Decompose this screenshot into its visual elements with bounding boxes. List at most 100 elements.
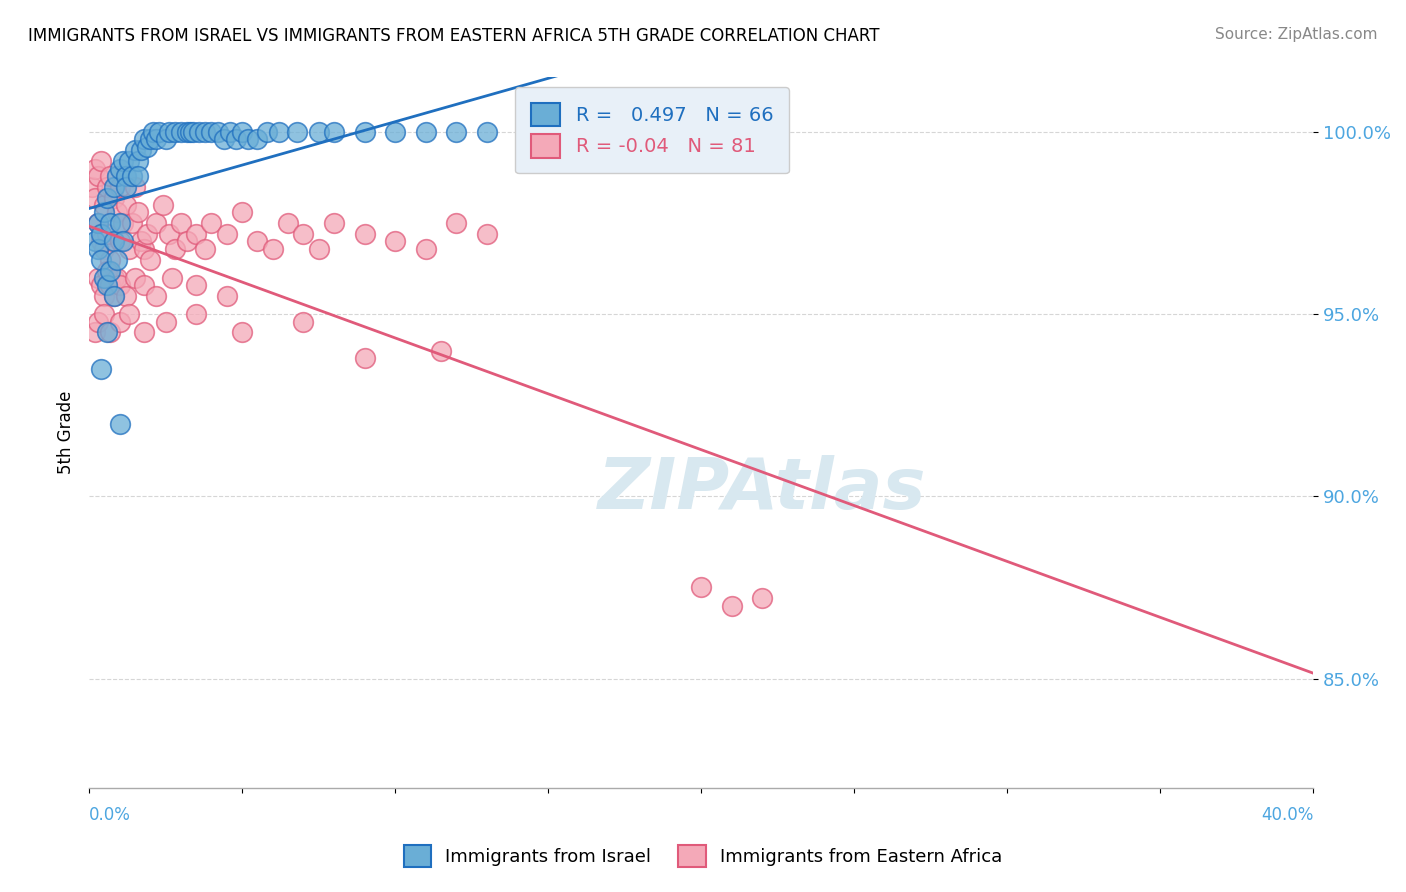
Point — [231, 205, 253, 219]
Point — [93, 289, 115, 303]
Point — [751, 591, 773, 606]
Y-axis label: 5th Grade: 5th Grade — [58, 391, 75, 475]
Point — [118, 307, 141, 321]
Point — [186, 307, 208, 321]
Point — [212, 132, 235, 146]
Point — [308, 125, 330, 139]
Point — [145, 216, 167, 230]
Point — [160, 270, 183, 285]
Point — [103, 289, 125, 303]
Point — [105, 169, 128, 183]
Point — [415, 242, 437, 256]
Point — [194, 242, 217, 256]
Text: Source: ZipAtlas.com: Source: ZipAtlas.com — [1215, 27, 1378, 42]
Point — [628, 125, 651, 139]
Point — [105, 205, 128, 219]
Point — [108, 417, 131, 431]
Point — [200, 216, 222, 230]
Point — [103, 191, 125, 205]
Point — [142, 125, 165, 139]
Point — [384, 235, 406, 249]
Point — [322, 216, 344, 230]
Point — [90, 252, 112, 267]
Point — [111, 216, 134, 230]
Point — [215, 289, 238, 303]
Point — [145, 132, 167, 146]
Point — [292, 227, 315, 241]
Point — [170, 216, 193, 230]
Point — [134, 132, 156, 146]
Point — [181, 125, 204, 139]
Point — [285, 125, 308, 139]
Point — [446, 216, 468, 230]
Point — [114, 169, 136, 183]
Legend: Immigrants from Israel, Immigrants from Eastern Africa: Immigrants from Israel, Immigrants from … — [396, 838, 1010, 874]
Point — [114, 289, 136, 303]
Point — [111, 154, 134, 169]
Point — [163, 242, 186, 256]
Point — [93, 242, 115, 256]
Point — [134, 326, 156, 340]
Point — [157, 227, 180, 241]
Point — [93, 205, 115, 219]
Point — [93, 307, 115, 321]
Point — [100, 216, 122, 230]
Point — [100, 326, 122, 340]
Point — [720, 599, 742, 613]
Point — [105, 270, 128, 285]
Point — [121, 216, 143, 230]
Point — [136, 227, 159, 241]
Point — [90, 362, 112, 376]
Point — [93, 270, 115, 285]
Point — [103, 179, 125, 194]
Point — [246, 132, 269, 146]
Point — [87, 314, 110, 328]
Point — [124, 179, 146, 194]
Point — [134, 278, 156, 293]
Point — [84, 326, 107, 340]
Point — [127, 169, 149, 183]
Point — [105, 252, 128, 267]
Point — [118, 154, 141, 169]
Point — [108, 314, 131, 328]
Point — [537, 125, 560, 139]
Point — [218, 125, 240, 139]
Point — [103, 270, 125, 285]
Point — [108, 278, 131, 293]
Point — [96, 263, 118, 277]
Point — [129, 144, 152, 158]
Point — [127, 154, 149, 169]
Point — [353, 125, 375, 139]
Point — [87, 270, 110, 285]
Text: 0.0%: 0.0% — [89, 806, 131, 824]
Text: IMMIGRANTS FROM ISRAEL VS IMMIGRANTS FROM EASTERN AFRICA 5TH GRADE CORRELATION C: IMMIGRANTS FROM ISRAEL VS IMMIGRANTS FRO… — [28, 27, 880, 45]
Point — [262, 242, 284, 256]
Point — [246, 235, 269, 249]
Point — [108, 235, 131, 249]
Point — [90, 154, 112, 169]
Point — [90, 227, 112, 241]
Point — [231, 326, 253, 340]
Point — [114, 179, 136, 194]
Point — [84, 161, 107, 176]
Point — [108, 161, 131, 176]
Point — [353, 351, 375, 365]
Point — [108, 179, 131, 194]
Point — [353, 227, 375, 241]
Point — [100, 263, 122, 277]
Point — [200, 125, 222, 139]
Point — [176, 125, 198, 139]
Point — [139, 132, 162, 146]
Point — [446, 125, 468, 139]
Point — [129, 235, 152, 249]
Point — [170, 125, 193, 139]
Point — [84, 235, 107, 249]
Point — [238, 132, 260, 146]
Point — [475, 227, 498, 241]
Point — [215, 227, 238, 241]
Point — [103, 289, 125, 303]
Point — [87, 242, 110, 256]
Point — [111, 235, 134, 249]
Point — [256, 125, 278, 139]
Point — [124, 144, 146, 158]
